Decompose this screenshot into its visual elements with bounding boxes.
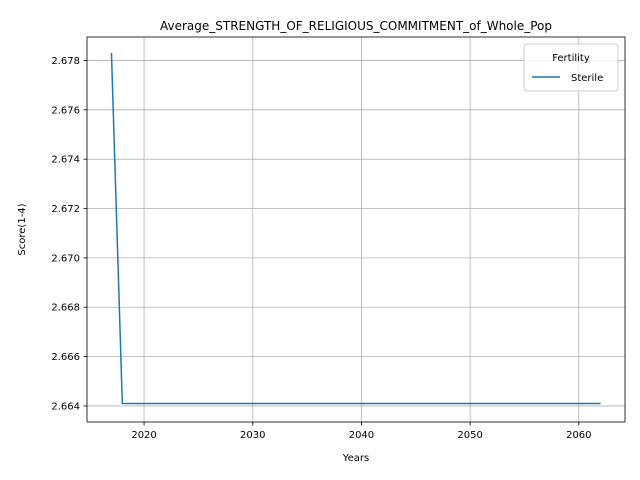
y-tick-label: 2.664 xyxy=(51,401,80,412)
x-tick-label: 2040 xyxy=(349,430,374,441)
series-layer xyxy=(110,53,601,405)
y-tick-label: 2.672 xyxy=(51,204,80,215)
x-tick-label: 2030 xyxy=(240,430,265,441)
x-tick-label: 2020 xyxy=(131,430,156,441)
x-axis-ticks: 2020 2030 2040 2050 2060 xyxy=(131,422,592,441)
legend-box xyxy=(523,43,619,92)
x-axis-label: Years xyxy=(342,453,369,464)
plot-area-frame xyxy=(86,36,626,423)
series-line-sterile xyxy=(110,53,601,405)
legend-title: Fertility xyxy=(552,53,590,64)
chart-title: Average_STRENGTH_OF_RELIGIOUS_COMMITMENT… xyxy=(160,19,552,33)
legend-label-sterile: Sterile xyxy=(571,73,603,84)
y-tick-label: 2.678 xyxy=(51,56,80,67)
y-axis-label: Score(1-4) xyxy=(17,203,28,255)
y-tick-label: 2.674 xyxy=(51,155,80,166)
legend: Fertility Sterile xyxy=(523,43,619,92)
y-tick-label: 2.668 xyxy=(51,303,80,314)
y-tick-label: 2.676 xyxy=(51,105,80,116)
y-axis-ticks: 2.664 2.666 2.668 2.670 2.672 2.674 2.676 2.678 xyxy=(51,56,87,412)
x-tick-label: 2060 xyxy=(566,430,591,441)
y-tick-label: 2.666 xyxy=(51,352,80,363)
y-tick-label: 2.670 xyxy=(51,253,80,264)
x-tick-label: 2050 xyxy=(457,430,482,441)
grid-lines xyxy=(87,37,625,422)
